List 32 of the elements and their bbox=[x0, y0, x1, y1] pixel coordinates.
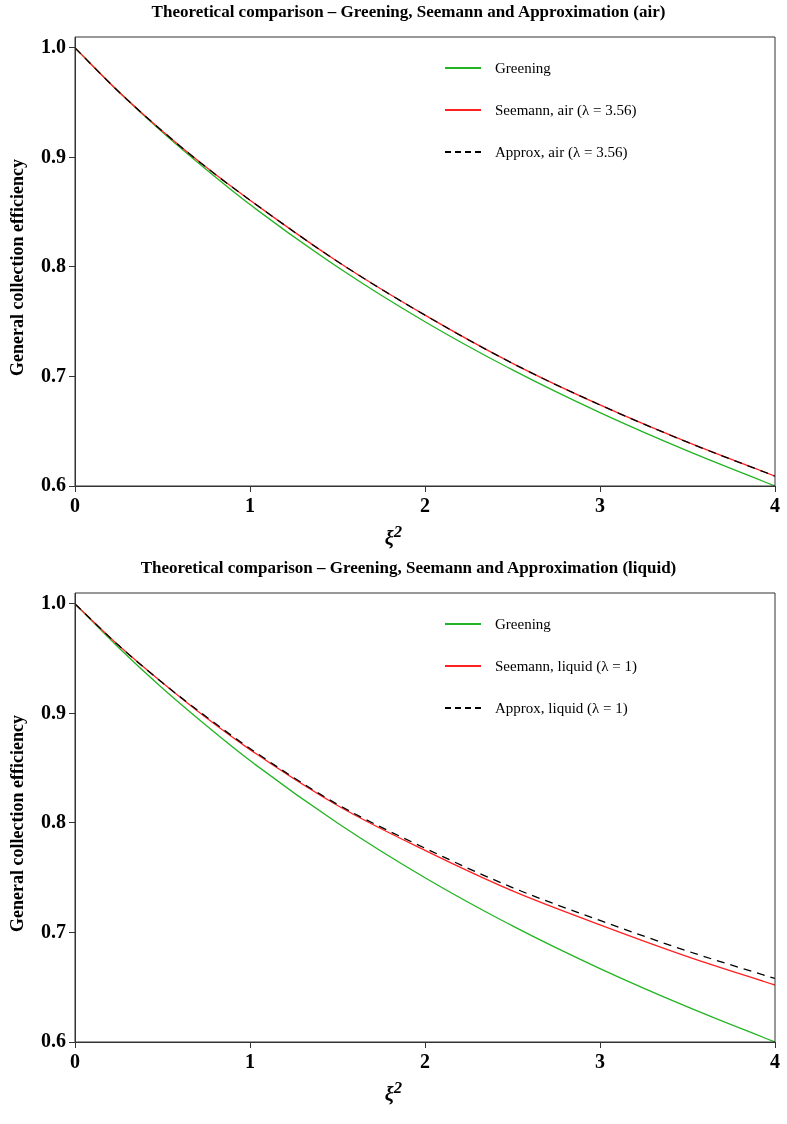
x-tick-label: 0 bbox=[70, 1050, 80, 1073]
y-axis-title: General collection efficiency bbox=[6, 158, 28, 376]
x-tick-label: 0 bbox=[70, 494, 80, 517]
legend-label: Approx, air (λ = 3.56) bbox=[495, 143, 628, 161]
legend-label: Greening bbox=[495, 615, 551, 633]
y-tick-label: 0.9 bbox=[41, 700, 66, 723]
legend-label: Seemann, liquid (λ = 1) bbox=[495, 657, 637, 675]
y-tick-label: 0.9 bbox=[41, 144, 66, 167]
x-tick-label: 4 bbox=[770, 494, 780, 517]
y-tick-label: 0.6 bbox=[41, 473, 66, 496]
x-tick-label: 1 bbox=[245, 1050, 255, 1073]
x-axis-title: ξ$^{2}$ bbox=[383, 1078, 404, 1106]
x-tick-label: 1 bbox=[245, 494, 255, 517]
y-tick-label: 0.6 bbox=[41, 1029, 66, 1052]
x-tick-label: 3 bbox=[595, 1050, 605, 1073]
legend-label: Approx, liquid (λ = 1) bbox=[495, 699, 628, 717]
x-tick-label: 4 bbox=[770, 1050, 780, 1073]
x-tick-label: 2 bbox=[420, 1050, 430, 1073]
legend-label: Greening bbox=[495, 59, 551, 77]
y-tick-label: 0.8 bbox=[41, 254, 66, 277]
x-tick-label: 3 bbox=[595, 494, 605, 517]
x-tick-label: 2 bbox=[420, 494, 430, 517]
chart-title: Theoretical comparison – Greening, Seemann and Approximation (liquid) bbox=[139, 558, 678, 578]
y-tick-label: 0.8 bbox=[41, 810, 66, 833]
x-axis-title: ξ$^{2}$ bbox=[383, 522, 404, 550]
chart-title: Theoretical comparison – Greening, Seemann and Approximation (air) bbox=[150, 2, 667, 22]
legend-label: Seemann, air (λ = 3.56) bbox=[495, 101, 637, 119]
y-tick-label: 1.0 bbox=[41, 591, 66, 614]
y-axis-title: General collection efficiency bbox=[6, 714, 28, 932]
y-tick-label: 0.7 bbox=[41, 363, 66, 386]
y-tick-label: 0.7 bbox=[41, 919, 66, 942]
y-tick-label: 1.0 bbox=[41, 35, 66, 58]
